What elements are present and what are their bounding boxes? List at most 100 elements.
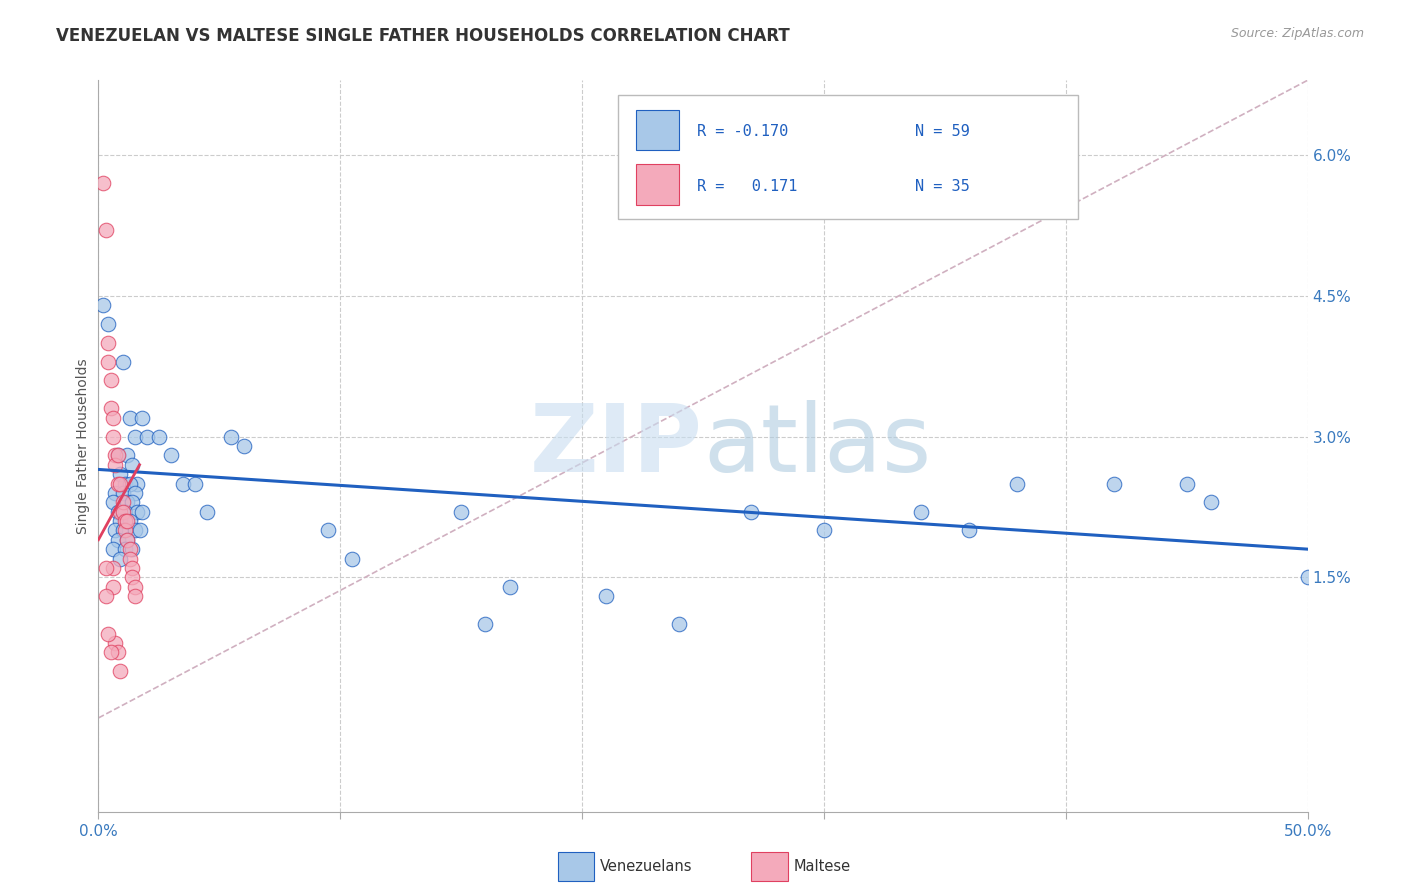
Point <box>101 410 124 425</box>
Point <box>107 645 129 659</box>
Point <box>107 533 129 547</box>
Bar <box>558 852 595 881</box>
Text: N = 59: N = 59 <box>915 124 969 139</box>
Point <box>221 429 243 443</box>
Point <box>474 617 496 632</box>
Point <box>316 524 339 538</box>
Point <box>101 542 124 557</box>
Point <box>118 551 141 566</box>
Point <box>498 580 520 594</box>
Point <box>100 401 122 416</box>
Text: VENEZUELAN VS MALTESE SINGLE FATHER HOUSEHOLDS CORRELATION CHART: VENEZUELAN VS MALTESE SINGLE FATHER HOUS… <box>56 27 790 45</box>
Point <box>117 495 139 509</box>
Point <box>118 476 141 491</box>
Point <box>117 449 139 463</box>
Point <box>91 298 114 312</box>
Point <box>131 505 153 519</box>
Point <box>111 495 134 509</box>
Point <box>104 458 127 472</box>
Point <box>114 542 136 557</box>
Point <box>121 495 143 509</box>
Point <box>94 589 117 603</box>
Point <box>1199 495 1222 509</box>
Point <box>108 514 131 528</box>
Point <box>668 617 690 632</box>
Point <box>108 551 131 566</box>
Point <box>114 505 136 519</box>
Point <box>111 505 134 519</box>
Point <box>1007 476 1029 491</box>
Point <box>94 223 117 237</box>
Point <box>104 524 127 538</box>
Point <box>100 645 122 659</box>
Text: R = -0.170: R = -0.170 <box>697 124 789 139</box>
Point <box>124 524 146 538</box>
Point <box>101 495 124 509</box>
Point <box>108 505 131 519</box>
Point <box>107 505 129 519</box>
Point <box>104 636 127 650</box>
Point <box>97 335 120 350</box>
Text: Maltese: Maltese <box>793 859 851 874</box>
Point <box>97 354 120 368</box>
Point <box>108 476 131 491</box>
Point <box>107 476 129 491</box>
Point <box>124 486 146 500</box>
Point <box>128 524 150 538</box>
Point <box>124 429 146 443</box>
Text: R =   0.171: R = 0.171 <box>697 178 797 194</box>
Point <box>813 524 835 538</box>
Point <box>117 533 139 547</box>
Bar <box>751 852 787 881</box>
Point <box>135 429 157 443</box>
Point <box>107 449 129 463</box>
Point <box>740 505 762 519</box>
Point <box>97 626 120 640</box>
Point <box>148 429 170 443</box>
Point <box>195 505 218 519</box>
Bar <box>637 164 679 204</box>
Point <box>172 476 194 491</box>
Point <box>121 458 143 472</box>
Point <box>104 449 127 463</box>
Point <box>450 505 472 519</box>
Text: Venezuelans: Venezuelans <box>600 859 693 874</box>
Text: atlas: atlas <box>703 400 931 492</box>
Point <box>121 561 143 575</box>
Point <box>124 580 146 594</box>
Point <box>104 486 127 500</box>
Point <box>100 373 122 387</box>
Text: ZIP: ZIP <box>530 400 703 492</box>
Point <box>107 449 129 463</box>
Point <box>111 524 134 538</box>
Point <box>94 561 117 575</box>
Point <box>117 514 139 528</box>
Point <box>118 542 141 557</box>
Point <box>121 570 143 584</box>
Point <box>118 410 141 425</box>
Point <box>1296 570 1319 584</box>
FancyBboxPatch shape <box>619 95 1078 219</box>
Y-axis label: Single Father Households: Single Father Households <box>76 359 90 533</box>
Point <box>114 514 136 528</box>
Point <box>108 664 131 678</box>
Point <box>108 467 131 482</box>
Text: N = 35: N = 35 <box>915 178 969 194</box>
Point <box>342 551 364 566</box>
Point <box>127 476 149 491</box>
Point <box>957 524 980 538</box>
Point <box>121 542 143 557</box>
Point <box>1102 476 1125 491</box>
Point <box>232 439 254 453</box>
Point <box>101 561 124 575</box>
Bar <box>637 110 679 150</box>
Point <box>118 514 141 528</box>
Point <box>114 476 136 491</box>
Point <box>184 476 207 491</box>
Point <box>91 177 114 191</box>
Point <box>127 505 149 519</box>
Point <box>111 354 134 368</box>
Point <box>910 505 932 519</box>
Point <box>131 410 153 425</box>
Point <box>124 589 146 603</box>
